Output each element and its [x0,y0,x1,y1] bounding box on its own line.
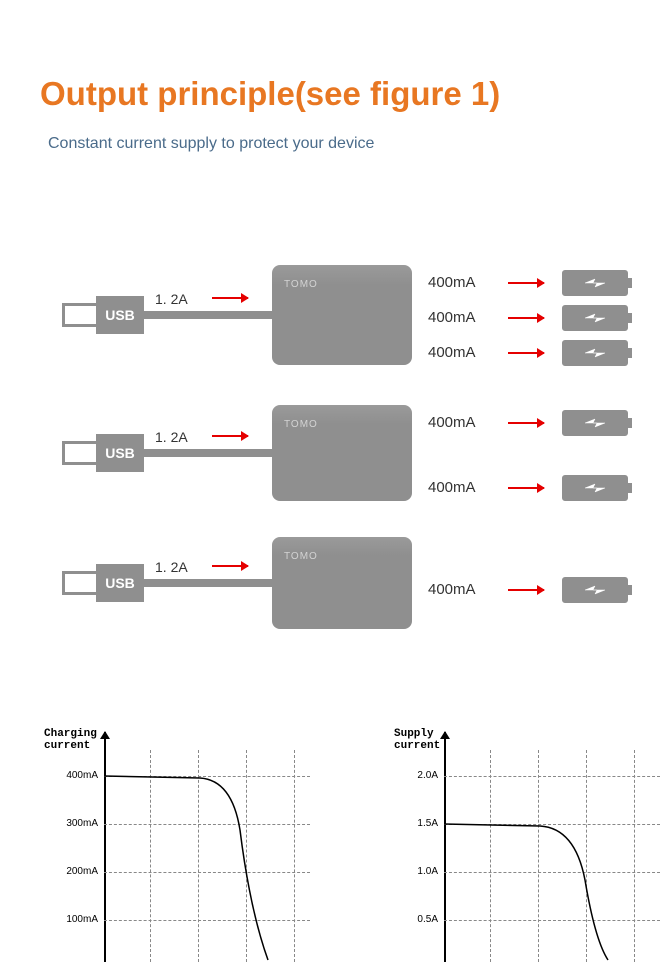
diagram-row: USB 1. 2A TOMO 400mA 400mA [0,405,660,511]
cable-icon [144,311,272,319]
chart: Chargingcurrent400mA300mA200mA100mA [10,720,310,960]
device-brand-label: TOMO [284,551,318,562]
arrow-icon [212,435,248,437]
battery-icon [562,475,628,501]
output-current-label: 400mA [428,581,476,598]
curve [360,720,660,962]
diagram-row: USB 1. 2A TOMO 400mA 400mA 400mA [0,265,660,375]
output-current-label: 400mA [428,309,476,326]
device-brand-label: TOMO [284,419,318,430]
arrow-icon [508,317,544,319]
battery-icon [562,577,628,603]
battery-icon [562,410,628,436]
page-subtitle: Constant current supply to protect your … [48,135,374,153]
input-current-label: 1. 2A [155,429,188,445]
output-current-label: 400mA [428,344,476,361]
input-current-label: 1. 2A [155,291,188,307]
output-current-label: 400mA [428,414,476,431]
arrow-icon [508,487,544,489]
cable-icon [144,579,272,587]
output-current-label: 400mA [428,479,476,496]
arrow-icon [212,565,248,567]
device-brand-label: TOMO [284,279,318,290]
battery-icon [562,305,628,331]
usb-plug-icon [62,571,98,595]
usb-label: USB [96,296,144,334]
cable-icon [144,449,272,457]
arrow-icon [508,422,544,424]
arrow-icon [508,352,544,354]
battery-icon [562,270,628,296]
battery-icon [562,340,628,366]
chart: Supplycurrent2.0A1.5A1.0A0.5A [360,720,660,960]
usb-plug-icon [62,441,98,465]
usb-plug-icon [62,303,98,327]
arrow-icon [508,589,544,591]
arrow-icon [212,297,248,299]
page-title: Output principle(see figure 1) [40,75,500,113]
output-current-label: 400mA [428,274,476,291]
curve [10,720,310,962]
arrow-icon [508,282,544,284]
diagram-row: USB 1. 2A TOMO 400mA [0,537,660,639]
input-current-label: 1. 2A [155,559,188,575]
usb-label: USB [96,564,144,602]
usb-label: USB [96,434,144,472]
